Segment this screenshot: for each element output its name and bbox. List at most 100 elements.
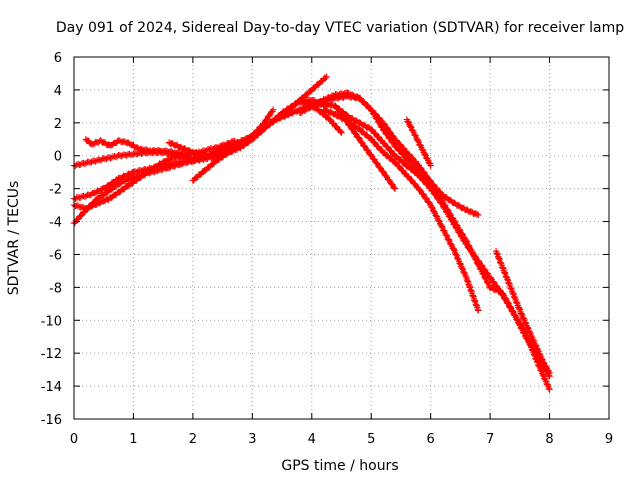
data-point-plus: [383, 172, 390, 180]
data-point-plus: [435, 217, 443, 224]
data-point-plus: [546, 386, 553, 393]
data-point-plus: [230, 138, 237, 145]
data-point-plus: [438, 221, 445, 229]
data-point-plus: [421, 177, 428, 185]
data-point-plus: [426, 200, 434, 207]
data-point-plus: [435, 195, 442, 203]
data-point-plus: [391, 185, 399, 192]
x-tick-label: 9: [605, 432, 613, 447]
data-point-plus: [409, 154, 416, 162]
data-point-plus: [540, 359, 547, 366]
data-point-plus: [459, 265, 466, 272]
grid-lines: [74, 57, 609, 419]
data-point-plus: [361, 143, 369, 150]
x-tick-label: 3: [248, 432, 256, 447]
data-point-plus: [189, 157, 197, 164]
data-point-plus: [376, 164, 384, 171]
data-point-plus: [411, 180, 419, 188]
series-track-9: [308, 99, 553, 380]
data-point-plus: [496, 286, 503, 294]
data-point-plus: [343, 117, 350, 125]
x-tick-labels: 0 1 2 3 4 5 6 7 8 9: [70, 432, 613, 447]
data-point-plus: [518, 310, 525, 317]
y-axis-label: SDTVAR / TECUs: [6, 181, 22, 296]
data-point-plus: [481, 265, 488, 273]
data-point-plus: [445, 236, 453, 243]
x-tick-label: 6: [427, 432, 435, 447]
x-tick-label: 1: [129, 432, 137, 447]
data-point-plus: [508, 307, 515, 314]
x-axis-label: GPS time / hours: [281, 458, 398, 474]
data-point-plus: [393, 137, 401, 144]
data-point-plus: [419, 146, 426, 153]
series-track-14: [492, 247, 553, 377]
data-point-plus: [95, 156, 102, 163]
y-tick-label: -8: [49, 281, 62, 296]
data-point-plus: [502, 295, 509, 303]
data-point-plus: [323, 73, 330, 80]
y-tick-labels: -16 -14 -12 -10 -8 -6 -4 -2 0 2 4 6: [41, 51, 62, 428]
data-point-plus: [82, 159, 90, 167]
y-tick-label: -14: [41, 380, 62, 395]
y-tick-label: -16: [41, 413, 62, 428]
data-point-plus: [404, 118, 412, 125]
x-tick-label: 8: [545, 432, 553, 447]
data-point-plus: [123, 152, 130, 159]
data-point-plus: [523, 335, 531, 342]
data-point-plus: [407, 123, 414, 130]
data-point-plus: [371, 139, 379, 146]
x-tick-label: 4: [308, 432, 316, 447]
data-point-plus: [427, 162, 434, 169]
x-tick-label: 5: [367, 432, 375, 447]
chart-title: Day 091 of 2024, Sidereal Day-to-day VTE…: [56, 20, 624, 36]
data-point-plus: [532, 341, 539, 349]
x-tick-label: 0: [70, 432, 78, 447]
data-point-plus: [337, 128, 344, 135]
data-point-plus: [446, 213, 453, 220]
data-point-plus: [414, 137, 422, 145]
y-tick-label: 6: [54, 51, 62, 66]
data-point-plus: [499, 291, 506, 298]
data-point-plus: [513, 316, 521, 323]
data-point-plus: [368, 151, 375, 159]
plot-frame: [73, 56, 610, 420]
data-point-plus: [543, 363, 550, 371]
data-point-plus: [453, 224, 460, 232]
data-point-plus: [74, 193, 82, 201]
data-point-plus: [426, 177, 434, 184]
data-point-plus: [520, 329, 528, 337]
series-track-13: [403, 116, 434, 169]
data-point-plus: [337, 109, 344, 116]
data-point-plus: [428, 203, 436, 211]
series-track-11: [332, 103, 399, 192]
data-point-plus: [546, 369, 553, 377]
data-point-plus: [545, 385, 553, 393]
data-point-plus: [443, 231, 450, 239]
data-point-plus: [540, 372, 547, 379]
data-point-plus: [475, 307, 482, 314]
data-point-plus: [450, 246, 458, 253]
data-point-plus: [456, 260, 464, 267]
data-point-plus: [231, 137, 238, 145]
data-point-plus: [82, 192, 90, 200]
data-point-plus: [269, 106, 277, 113]
y-tick-label: 2: [54, 117, 62, 132]
data-point-plus: [475, 211, 482, 219]
series-track-5: [70, 152, 197, 212]
data-point-plus: [521, 319, 529, 326]
data-point-plus: [529, 336, 537, 344]
y-tick-label: -10: [41, 314, 62, 329]
data-point-plus: [108, 154, 116, 161]
data-point-plus: [411, 132, 419, 139]
data-point-plus: [438, 223, 446, 230]
data-point-plus: [538, 355, 546, 363]
data-point-plus: [524, 324, 531, 331]
data-point-plus: [423, 172, 430, 180]
x-tick-label: 2: [189, 432, 197, 447]
data-point-plus: [456, 229, 463, 236]
data-point-plus: [507, 304, 514, 311]
data-point-plus: [322, 74, 329, 82]
y-tick-label: -12: [41, 347, 62, 362]
data-point-plus: [441, 204, 448, 212]
